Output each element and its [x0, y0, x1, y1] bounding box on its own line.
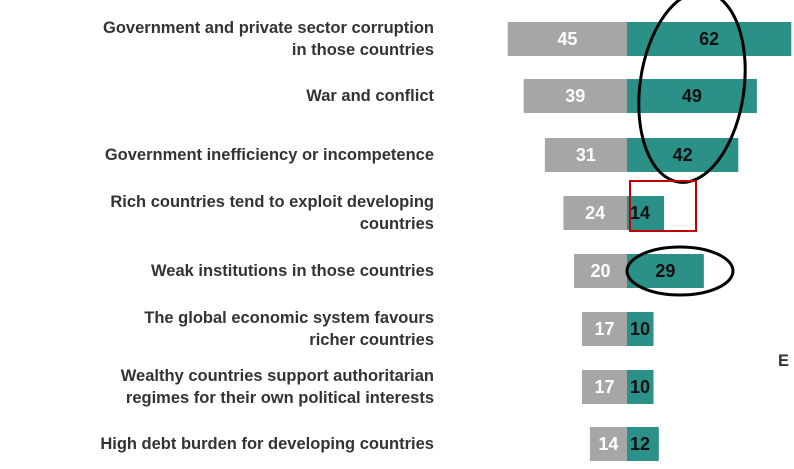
category-label: Weak institutions in those countries — [0, 260, 434, 282]
category-label-line: High debt burden for developing countrie… — [100, 435, 434, 453]
bar-right — [627, 79, 757, 113]
data-label-right: 10 — [630, 319, 650, 339]
data-label-right: 14 — [630, 203, 650, 223]
data-label-left: 24 — [585, 203, 605, 223]
data-label-left: 17 — [594, 377, 614, 397]
annotation-rectangle — [629, 180, 697, 232]
bar-left — [589, 427, 627, 461]
data-label-right: 62 — [699, 29, 719, 49]
truncated-edge-label: E — [778, 352, 790, 370]
bar-right — [627, 312, 654, 346]
bar-right — [627, 427, 659, 461]
bar-left — [563, 196, 627, 230]
category-label-line: Weak institutions in those countries — [151, 262, 434, 280]
category-label: Government and private sector corruption… — [0, 17, 434, 61]
bar-right — [627, 370, 654, 404]
bar-left — [507, 22, 627, 56]
category-label-line: in those countries — [291, 41, 434, 59]
category-label-line: Wealthy countries support authoritarian — [120, 367, 434, 385]
category-label: High debt burden for developing countrie… — [0, 433, 434, 455]
data-label-left: 17 — [594, 319, 614, 339]
category-label-line: Government and private sector corruption — [103, 19, 434, 37]
category-label-line: Rich countries tend to exploit developin… — [110, 193, 434, 211]
category-label: Government inefficiency or incompetence — [0, 144, 434, 166]
data-label-right: 10 — [630, 377, 650, 397]
data-label-left: 39 — [565, 86, 585, 106]
data-label-right: 42 — [673, 145, 693, 165]
bar-left — [581, 312, 627, 346]
category-label-line: countries — [359, 215, 434, 233]
bar-left — [523, 79, 627, 113]
category-label-line: regimes for their own political interest… — [125, 389, 434, 407]
bar-right — [627, 254, 704, 288]
annotation-ellipse — [625, 245, 735, 297]
data-label-right: 49 — [682, 86, 702, 106]
data-label-left: 14 — [598, 434, 618, 454]
category-label: Wealthy countries support authoritarian r… — [0, 365, 434, 409]
category-label-line: The global economic system favours — [144, 309, 434, 327]
data-label-left: 45 — [557, 29, 577, 49]
bar-left — [574, 254, 627, 288]
category-label: War and conflict — [0, 85, 434, 107]
data-label-right: 29 — [655, 261, 675, 281]
category-label-line: War and conflict — [306, 87, 434, 105]
category-label-line: Government inefficiency or incompetence — [104, 146, 434, 164]
data-label-left: 31 — [576, 145, 596, 165]
category-label: The global economic system favours richer… — [0, 307, 434, 351]
bar-left — [544, 138, 627, 172]
category-label-line: richer countries — [309, 331, 434, 349]
data-label-right: 12 — [630, 434, 650, 454]
bar-left — [581, 370, 627, 404]
bar-right — [627, 196, 665, 230]
annotation-ellipse — [637, 0, 747, 184]
data-label-left: 20 — [590, 261, 610, 281]
bar-right — [627, 22, 792, 56]
category-label: Rich countries tend to exploit developin… — [0, 191, 434, 235]
